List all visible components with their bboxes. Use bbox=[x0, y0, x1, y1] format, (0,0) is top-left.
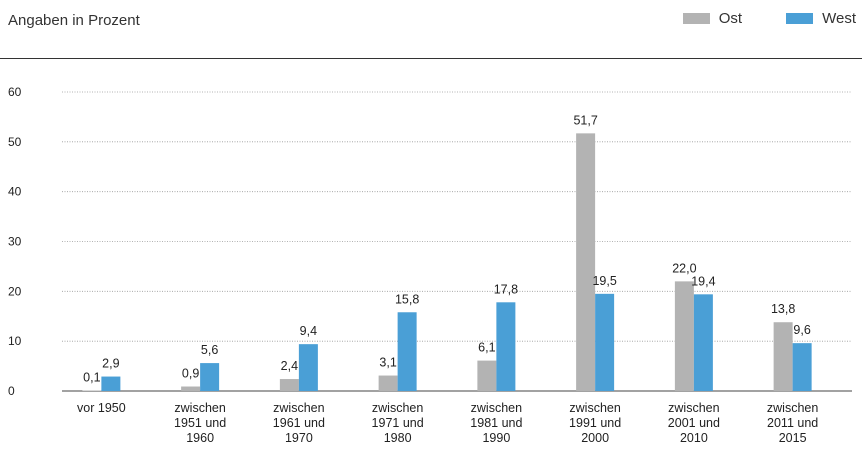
chart-subtitle: Angaben in Prozent bbox=[8, 12, 140, 29]
x-category-label: 1991 und bbox=[569, 416, 621, 430]
legend-swatch-west bbox=[786, 13, 814, 24]
legend-item-ost: Ost bbox=[682, 10, 743, 27]
x-category-label: zwischen bbox=[471, 401, 522, 415]
bar-ost bbox=[477, 360, 497, 391]
x-category-label: zwischen bbox=[273, 401, 324, 415]
bar-ost bbox=[181, 386, 201, 391]
data-label-ost: 0,1 bbox=[83, 371, 100, 385]
y-tick-label: 10 bbox=[8, 334, 22, 348]
x-category-label: 1961 und bbox=[273, 416, 325, 430]
bar-west bbox=[298, 344, 318, 391]
data-label-ost: 6,1 bbox=[478, 341, 495, 355]
bar-west bbox=[693, 294, 713, 391]
bar-west bbox=[397, 312, 417, 391]
data-label-west: 2,9 bbox=[102, 357, 119, 371]
x-category-label: 2000 bbox=[581, 431, 609, 445]
x-category-label: zwischen bbox=[668, 401, 719, 415]
legend-item-west: West bbox=[786, 10, 856, 27]
data-label-west: 9,4 bbox=[300, 324, 317, 338]
x-category-label: 1970 bbox=[285, 431, 313, 445]
bar-ost bbox=[674, 281, 694, 391]
x-category-label: 2011 und bbox=[767, 416, 818, 430]
x-category-label: 2015 bbox=[779, 431, 807, 445]
x-category-label: zwischen bbox=[569, 401, 620, 415]
y-tick-label: 50 bbox=[8, 135, 22, 149]
y-tick-label: 60 bbox=[8, 85, 22, 99]
data-label-ost: 51,7 bbox=[573, 113, 597, 127]
y-tick-label: 20 bbox=[8, 284, 22, 298]
x-category-label: vor 1950 bbox=[77, 401, 126, 415]
x-category-label: 1951 und bbox=[174, 416, 226, 430]
bar-west bbox=[792, 343, 812, 391]
data-label-west: 17,8 bbox=[494, 282, 518, 296]
x-category-label: 2010 bbox=[680, 431, 708, 445]
y-tick-label: 30 bbox=[8, 235, 22, 249]
x-category-label: 1960 bbox=[186, 431, 214, 445]
bar-ost bbox=[82, 390, 102, 392]
data-label-ost: 13,8 bbox=[771, 302, 795, 316]
legend-swatch-ost bbox=[682, 13, 710, 24]
data-label-ost: 0,9 bbox=[182, 367, 199, 381]
data-label-ost: 3,1 bbox=[379, 356, 396, 370]
data-label-west: 15,8 bbox=[395, 292, 419, 306]
top-rule bbox=[0, 58, 862, 59]
data-label-west: 19,5 bbox=[592, 274, 616, 288]
bar-west bbox=[101, 376, 121, 391]
x-category-label: 2001 und bbox=[668, 416, 720, 430]
bar-ost bbox=[773, 322, 793, 391]
bar-ost bbox=[576, 133, 596, 391]
y-tick-label: 40 bbox=[8, 185, 22, 199]
bar-west bbox=[200, 363, 220, 391]
data-label-west: 9,6 bbox=[793, 323, 810, 337]
bar-west bbox=[496, 302, 516, 391]
x-category-label: zwischen bbox=[767, 401, 818, 415]
x-category-label: 1971 und bbox=[372, 416, 424, 430]
x-category-label: zwischen bbox=[372, 401, 423, 415]
x-category-label: 1981 und bbox=[470, 416, 522, 430]
y-tick-label: 0 bbox=[8, 384, 15, 398]
chart-legend: Ost West bbox=[682, 10, 856, 27]
data-label-west: 19,4 bbox=[691, 274, 715, 288]
bar-ost bbox=[378, 375, 398, 391]
data-label-west: 5,6 bbox=[201, 343, 218, 357]
data-label-ost: 22,0 bbox=[672, 261, 696, 275]
legend-label-ost: Ost bbox=[718, 10, 743, 27]
x-category-label: zwischen bbox=[174, 401, 225, 415]
data-label-ost: 2,4 bbox=[281, 359, 298, 373]
x-category-label: 1990 bbox=[482, 431, 510, 445]
legend-label-west: West bbox=[822, 10, 856, 27]
bar-ost bbox=[279, 379, 299, 391]
x-category-label: 1980 bbox=[384, 431, 412, 445]
bar-west bbox=[595, 293, 615, 391]
